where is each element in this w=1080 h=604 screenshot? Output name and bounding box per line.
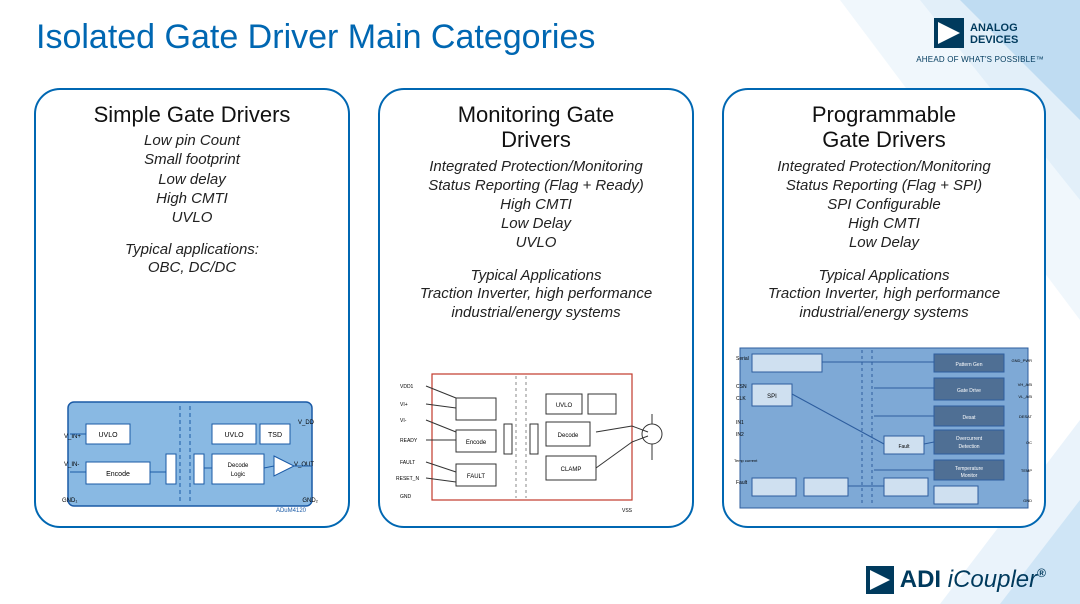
svg-text:RESET_N: RESET_N <box>396 476 419 482</box>
logo-tagline: AHEAD OF WHAT'S POSSIBLE™ <box>916 55 1044 64</box>
page-title: Isolated Gate Driver Main Categories <box>36 18 595 57</box>
svg-text:ADuM4120: ADuM4120 <box>276 508 307 514</box>
svg-text:UVLO: UVLO <box>98 432 118 439</box>
adi-logo: ANALOG DEVICES AHEAD OF WHAT'S POSSIBLE™ <box>916 18 1044 64</box>
card-title: Monitoring GateDrivers <box>458 102 615 153</box>
svg-text:GND₁: GND₁ <box>62 498 77 504</box>
feature-item: Low delay <box>144 170 240 189</box>
svg-text:TSD: TSD <box>268 432 282 439</box>
footer-product: iCoupler <box>948 566 1037 593</box>
feature-item: UVLO <box>428 233 644 252</box>
feature-list: Integrated Protection/Monitoring Status … <box>428 157 644 253</box>
footer-logo: ADI iCoupler® <box>866 566 1046 594</box>
card-title: Simple Gate Drivers <box>94 102 291 127</box>
apps-body: Traction Inverter, high performance indu… <box>734 284 1034 322</box>
feature-item: Status Reporting (Flag + Ready) <box>428 176 644 195</box>
apps-header: Typical Applications <box>471 267 602 284</box>
svg-text:DESAT: DESAT <box>1019 414 1033 419</box>
feature-item: Status Reporting (Flag + SPI) <box>777 176 990 195</box>
svg-text:Desat: Desat <box>962 415 976 421</box>
apps-body: Traction Inverter, high performance indu… <box>390 284 682 322</box>
svg-text:Fault: Fault <box>736 480 748 486</box>
feature-list: Integrated Protection/Monitoring Status … <box>777 157 990 253</box>
diagram-programmable: SPI Pattern Gen Gate Drive Desat Overcur… <box>734 344 1034 514</box>
feature-item: Low pin Count <box>144 131 240 150</box>
svg-text:GND: GND <box>400 494 412 500</box>
svg-text:Overcurrent: Overcurrent <box>956 436 983 442</box>
svg-text:Temp current: Temp current <box>734 458 758 463</box>
cards-row: Simple Gate Drivers Low pin Count Small … <box>0 64 1080 528</box>
svg-text:Decode: Decode <box>558 433 579 439</box>
svg-text:V_IN+: V_IN+ <box>64 434 81 440</box>
svg-text:Pattern Gen: Pattern Gen <box>956 362 983 368</box>
feature-item: Low Delay <box>777 233 990 252</box>
svg-text:Encode: Encode <box>466 440 487 446</box>
svg-text:FAULT: FAULT <box>467 474 486 480</box>
card-simple-gate-drivers: Simple Gate Drivers Low pin Count Small … <box>34 88 350 528</box>
svg-text:UVLO: UVLO <box>224 432 244 439</box>
feature-item: Integrated Protection/Monitoring <box>428 157 644 176</box>
apps-header: Typical Applications <box>819 267 950 284</box>
svg-text:GND: GND <box>1023 498 1032 503</box>
svg-text:VH_A/B: VH_A/B <box>1018 382 1033 387</box>
svg-text:FAULT: FAULT <box>400 460 415 466</box>
footer-brand: ADI <box>900 566 941 593</box>
svg-text:READY: READY <box>400 438 418 444</box>
svg-text:UVLO: UVLO <box>556 403 573 409</box>
svg-text:Encode: Encode <box>106 471 130 478</box>
svg-text:GND₂: GND₂ <box>302 498 318 504</box>
feature-item: Small footprint <box>144 150 240 169</box>
svg-text:Monitor: Monitor <box>961 473 978 479</box>
svg-text:VSS: VSS <box>622 508 633 514</box>
svg-text:Fault: Fault <box>898 444 910 450</box>
svg-text:Detection: Detection <box>958 444 979 450</box>
feature-item: High CMTI <box>428 195 644 214</box>
feature-item: SPI Configurable <box>777 195 990 214</box>
svg-text:V_DD: V_DD <box>298 420 315 426</box>
diagram-monitoring: Encode FAULT UVLO Decode CLAMP <box>390 364 682 514</box>
feature-list: Low pin Count Small footprint Low delay … <box>144 131 240 227</box>
svg-text:Gate Drive: Gate Drive <box>957 388 981 394</box>
svg-text:V_IN-: V_IN- <box>64 462 79 468</box>
feature-item: Integrated Protection/Monitoring <box>777 157 990 176</box>
svg-text:VI+: VI+ <box>400 402 408 408</box>
svg-text:DEVICES: DEVICES <box>970 34 1018 46</box>
svg-text:Decode: Decode <box>228 463 249 469</box>
svg-text:VL_A/B: VL_A/B <box>1018 394 1032 399</box>
feature-item: UVLO <box>144 208 240 227</box>
svg-text:CLK: CLK <box>736 396 746 402</box>
diagram-simple: UVLO Encode UVLO TSD Decode Logic V_IN+ … <box>46 394 338 514</box>
svg-text:OC: OC <box>1026 440 1032 445</box>
svg-text:Temperature: Temperature <box>955 466 983 472</box>
feature-item: Low Delay <box>428 214 644 233</box>
svg-text:GND_PWR: GND_PWR <box>1012 358 1033 363</box>
svg-text:IN2: IN2 <box>736 432 744 438</box>
feature-item: High CMTI <box>144 189 240 208</box>
apps-header: Typical applications: <box>125 241 259 258</box>
card-monitoring-gate-drivers: Monitoring GateDrivers Integrated Protec… <box>378 88 694 528</box>
svg-text:CLAMP: CLAMP <box>561 467 582 473</box>
svg-text:Logic: Logic <box>231 472 245 478</box>
svg-text:VI-: VI- <box>400 418 407 424</box>
svg-text:TEMP: TEMP <box>1021 468 1032 473</box>
svg-text:IN1: IN1 <box>736 420 744 426</box>
svg-text:V_OUT: V_OUT <box>294 462 314 468</box>
feature-item: High CMTI <box>777 214 990 233</box>
apps-body: OBC, DC/DC <box>148 258 236 277</box>
svg-text:ANALOG: ANALOG <box>970 22 1018 34</box>
svg-text:Serial: Serial <box>736 356 749 362</box>
card-title: ProgrammableGate Drivers <box>812 102 956 153</box>
svg-text:SPI: SPI <box>767 394 777 400</box>
svg-text:CSN: CSN <box>736 384 747 390</box>
svg-text:VDD1: VDD1 <box>400 384 414 390</box>
card-programmable-gate-drivers: ProgrammableGate Drivers Integrated Prot… <box>722 88 1046 528</box>
